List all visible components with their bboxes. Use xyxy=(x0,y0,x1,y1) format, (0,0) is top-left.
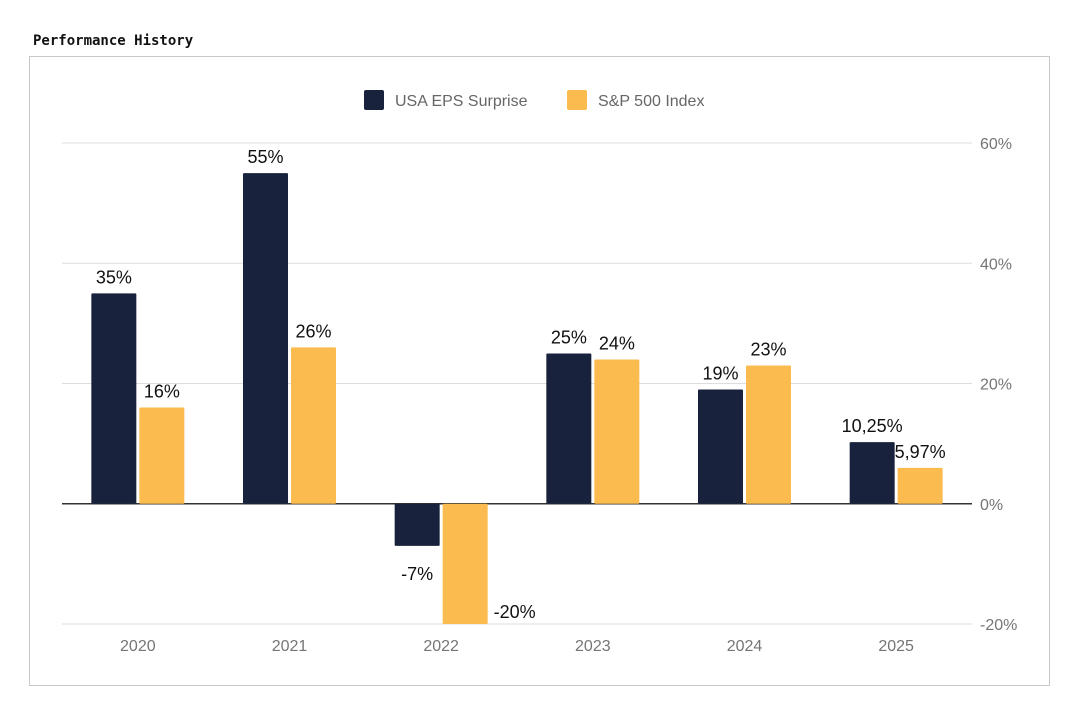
legend-label: USA EPS Surprise xyxy=(395,93,528,110)
data-label: 25% xyxy=(551,327,587,347)
y-tick-label: 40% xyxy=(980,256,1012,273)
bar-sp500-2022 xyxy=(442,503,488,624)
legend: USA EPS Surprise S&P 500 Index xyxy=(364,90,704,110)
legend-label: S&P 500 Index xyxy=(598,93,704,110)
data-label: 10,25% xyxy=(842,416,903,436)
bar-eps-surprise-2023 xyxy=(546,353,592,504)
data-label: 5,97% xyxy=(895,442,946,462)
data-label: 23% xyxy=(750,339,786,359)
bar-eps-surprise-2025 xyxy=(849,442,895,504)
y-tick-label: 60% xyxy=(980,136,1012,153)
data-label: 19% xyxy=(702,364,738,384)
bar-sp500-2024 xyxy=(746,365,791,504)
axes: 60% 40% 20% 0% -20% 2020 2021 2022 2023 2024 2025 xyxy=(120,136,1017,655)
data-label: 55% xyxy=(247,147,283,167)
legend-swatch xyxy=(567,90,587,110)
chart-title: Performance History xyxy=(33,33,194,49)
bar-eps-surprise-2020 xyxy=(91,293,137,504)
x-tick-label: 2024 xyxy=(727,638,763,655)
data-label: 16% xyxy=(144,382,180,402)
data-labels: 35% 16% 55% 26% -7% -20% 25% 24% 19% 23% 10,25% 5,9… xyxy=(96,147,946,622)
x-tick-label: 2025 xyxy=(878,638,914,655)
bars xyxy=(91,173,943,624)
bar-eps-surprise-2022 xyxy=(394,503,440,546)
legend-swatch xyxy=(364,90,384,110)
y-tick-label: -20% xyxy=(980,617,1017,634)
y-tick-label: 0% xyxy=(980,497,1003,514)
bar-sp500-2021 xyxy=(291,347,336,504)
gridlines xyxy=(62,142,972,625)
data-label: -7% xyxy=(401,564,433,584)
data-label: -20% xyxy=(494,602,536,622)
bar-eps-surprise-2024 xyxy=(698,389,743,504)
y-tick-label: 20% xyxy=(980,377,1012,394)
x-tick-label: 2021 xyxy=(272,638,308,655)
bar-sp500-2025 xyxy=(897,467,943,504)
data-label: 24% xyxy=(599,333,635,353)
data-label: 35% xyxy=(96,267,132,287)
data-label: 26% xyxy=(295,321,331,341)
x-tick-label: 2022 xyxy=(423,638,459,655)
bar-eps-surprise-2021 xyxy=(243,173,288,504)
bar-sp500-2020 xyxy=(139,407,185,504)
x-tick-label: 2023 xyxy=(575,638,611,655)
bar-sp500-2023 xyxy=(594,359,640,504)
chart-frame xyxy=(29,56,1050,686)
x-tick-label: 2020 xyxy=(120,638,156,655)
